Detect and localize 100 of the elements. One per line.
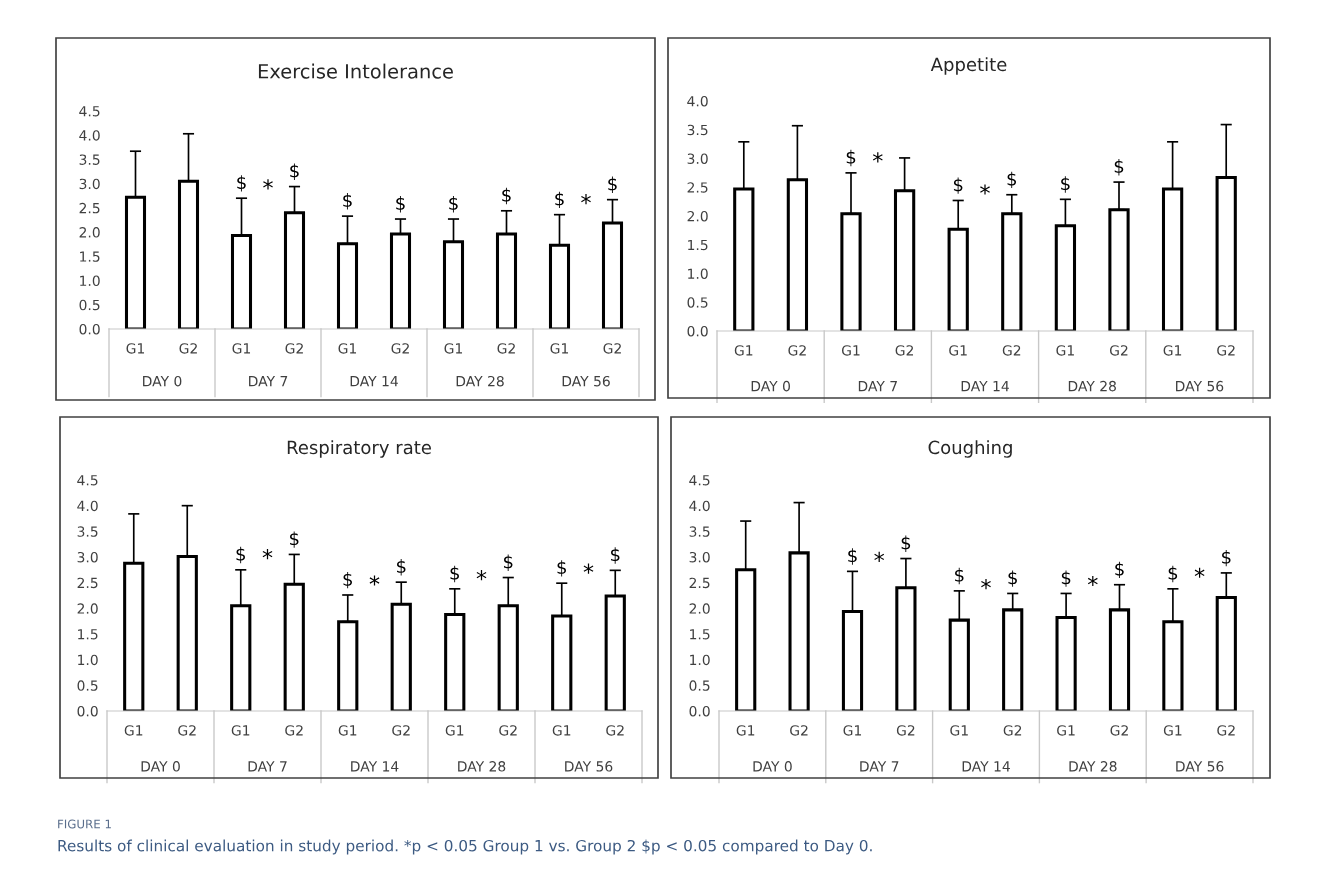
data-label: $: [290, 531, 299, 548]
x-tick-label: G1: [231, 725, 250, 736]
x-tick-label: G2: [790, 725, 808, 736]
x-tick-label: G1: [841, 345, 860, 356]
data-label: $: [502, 187, 511, 205]
y-tick-label: 3.5: [79, 154, 100, 165]
annotation: *: [980, 184, 990, 195]
y-tick-label: 1.0: [688, 268, 708, 279]
y-tick-label: 1.5: [78, 629, 98, 640]
text: DAY 56: [562, 375, 610, 387]
text: DAY 0: [751, 380, 790, 392]
x-tick-label: G2: [1217, 345, 1235, 356]
y-tick-label: 3.5: [687, 124, 708, 136]
data-label: $: [1114, 159, 1124, 176]
x-tick-label: G2: [179, 343, 197, 354]
text: DAY 14: [350, 376, 398, 387]
annotation: *: [874, 551, 885, 562]
y-tick-label: 2.0: [689, 603, 710, 614]
data-label: $: [504, 554, 513, 571]
x-tick-label: G2: [391, 343, 409, 354]
data-label: $: [1061, 570, 1071, 587]
y-tick-label: 3.0: [79, 178, 100, 190]
data-label: $: [555, 191, 564, 209]
x-tick-label: G2: [1109, 345, 1128, 356]
x-tick-label: G1: [338, 725, 357, 736]
data-label: $: [901, 535, 911, 552]
y-tick-label: 0.0: [689, 705, 710, 717]
x-tick-label: G1: [444, 343, 463, 354]
text: DAY 7: [249, 376, 288, 387]
y-tick-label: 3.5: [689, 526, 710, 537]
x-tick-label: G1: [1056, 345, 1074, 356]
text: DAY 14: [962, 761, 1010, 772]
y-tick-label: 3.0: [689, 551, 710, 563]
y-tick-label: 0.5: [79, 299, 100, 311]
caption: FIGURE 1: [58, 819, 111, 829]
y-tick-label: 1.5: [80, 251, 100, 262]
y-tick-label: 0.5: [689, 680, 710, 691]
x-tick-label: G2: [603, 343, 621, 354]
text: DAY 28: [1069, 761, 1117, 772]
x-tick-label: G2: [1002, 345, 1021, 356]
data-label: $: [449, 196, 458, 213]
y-tick-label: 0.5: [687, 297, 708, 308]
text: DAY 56: [1176, 761, 1224, 772]
chart-title: Coughing: [928, 440, 1012, 458]
x-tick-label: G2: [178, 725, 196, 736]
y-tick-label: 3.5: [77, 526, 98, 537]
y-tick-label: 1.0: [690, 654, 710, 666]
data-label: $: [557, 560, 566, 577]
x-tick-label: G1: [949, 345, 967, 356]
annotation: *: [981, 579, 991, 590]
text: DAY 28: [1068, 380, 1116, 392]
data-label: $: [608, 176, 617, 193]
chart-title: Exercise Intolerance: [258, 63, 453, 79]
y-tick-label: 4.0: [687, 95, 708, 107]
y-tick-label: 0.0: [687, 325, 708, 337]
y-tick-label: 4.5: [79, 106, 100, 117]
chart-title: Respiratory rate: [287, 440, 431, 458]
x-tick-label: G1: [232, 343, 251, 354]
data-label: $: [611, 547, 620, 564]
x-tick-label: G1: [736, 725, 755, 736]
data-label: $: [290, 163, 299, 180]
data-label: $: [955, 567, 964, 585]
y-tick-label: 2.0: [77, 603, 98, 614]
data-label: $: [1061, 176, 1070, 193]
text: DAY 56: [565, 761, 613, 772]
x-tick-label: G2: [895, 345, 914, 356]
text: DAY 0: [141, 761, 180, 772]
x-tick-label: G1: [1057, 725, 1075, 736]
x-tick-label: G1: [126, 343, 145, 354]
y-tick-label: 1.0: [78, 654, 98, 666]
x-tick-label: G2: [392, 725, 410, 736]
x-tick-label: G2: [1217, 725, 1235, 736]
annotation: *: [581, 194, 591, 205]
x-tick-label: G2: [606, 725, 624, 736]
text: Results of clinical evaluation in study period. *p < 0.05 Group 1 vs. Group 2 $p < 0.05 compared to Day 0.: [58, 839, 872, 855]
x-tick-label: G2: [896, 725, 915, 736]
data-label: $: [846, 149, 856, 167]
data-label: $: [450, 565, 459, 583]
x-tick-label: G1: [124, 725, 143, 736]
x-tick-label: G1: [734, 345, 753, 356]
annotation: *: [369, 575, 380, 586]
annotation: *: [583, 563, 594, 574]
y-tick-label: 0.5: [77, 680, 98, 691]
y-tick-label: 2.0: [687, 210, 708, 222]
text: DAY 28: [456, 375, 504, 387]
y-tick-label: 4.5: [689, 475, 710, 486]
text: DAY 7: [860, 761, 899, 772]
y-tick-label: 4.0: [689, 500, 710, 512]
x-tick-label: G1: [445, 725, 464, 736]
text: DAY 14: [351, 761, 399, 772]
x-tick-label: G2: [497, 343, 515, 354]
data-label: $: [343, 571, 352, 589]
x-tick-label: G1: [843, 725, 862, 736]
y-tick-label: 2.5: [77, 577, 98, 589]
x-tick-label: G2: [499, 725, 517, 736]
annotation: *: [1194, 567, 1205, 578]
x-tick-label: G1: [552, 725, 571, 736]
x-tick-label: G2: [1110, 725, 1128, 736]
annotation: *: [263, 179, 273, 190]
y-tick-label: 4.0: [77, 500, 98, 512]
